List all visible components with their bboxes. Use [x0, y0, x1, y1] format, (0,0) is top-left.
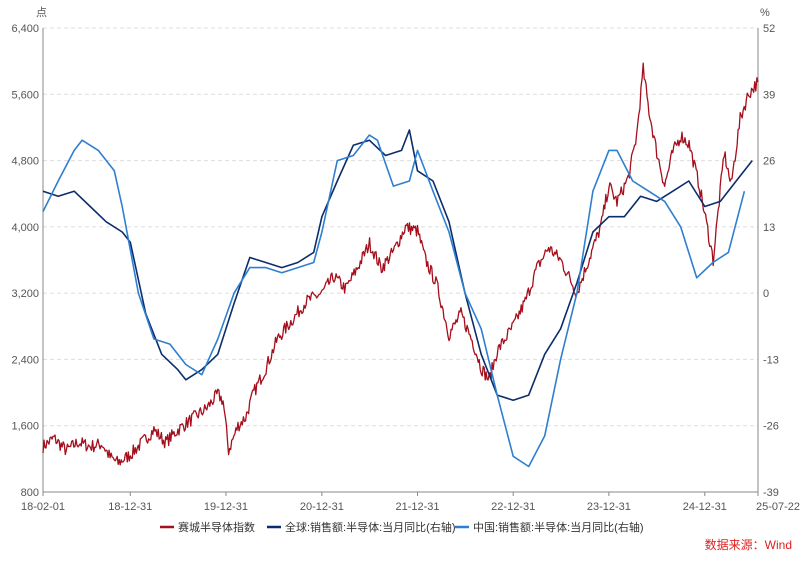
left-tick-label: 1,600: [11, 421, 39, 433]
left-tick-label: 5,600: [11, 89, 39, 101]
x-tick-label: 24-12-31: [683, 501, 727, 513]
right-tick-label: -13: [763, 354, 779, 366]
legend-label: 赛城半导体指数: [178, 520, 255, 534]
left-tick-label: 4,000: [11, 222, 39, 234]
legend: 赛城半导体指数 全球:销售额:半导体:当月同比(右轴) 中国:销售额:半导体:当月同…: [160, 520, 644, 534]
x-tick-label: 18-12-31: [108, 501, 152, 513]
left-tick-label: 800: [21, 487, 39, 499]
legend-label: 全球:销售额:半导体:当月同比(右轴): [285, 520, 456, 534]
source-note: 数据来源：Wind: [705, 537, 792, 552]
series-line-1: [42, 129, 753, 401]
axis-layer: 800 1,600 2,400 3,200 4,000 4,800 5,600 6,400 -3…: [11, 23, 800, 513]
x-tick-label: 21-12-31: [396, 501, 440, 513]
x-tick-label: 18-02-01: [21, 501, 65, 513]
x-tick-label: 25-07-22: [756, 501, 800, 513]
left-tick-label: 2,400: [11, 354, 39, 366]
left-tick-label: 6,400: [11, 23, 39, 35]
series-line-0: [42, 62, 759, 466]
right-tick-label: 39: [763, 89, 775, 101]
right-tick-label: -26: [763, 421, 779, 433]
right-tick-label: 26: [763, 156, 775, 168]
left-axis-unit: 点: [36, 6, 47, 19]
left-tick-label: 4,800: [11, 156, 39, 168]
x-tick-label: 19-12-31: [204, 501, 248, 513]
left-tick-label: 3,200: [11, 288, 39, 300]
x-tick-label: 20-12-31: [300, 501, 344, 513]
right-axis-unit: %: [760, 7, 770, 19]
right-tick-label: 52: [763, 23, 775, 35]
right-tick-label: 13: [763, 222, 775, 234]
x-tick-label: 23-12-31: [587, 501, 631, 513]
right-tick-label: -39: [763, 487, 779, 499]
series-layer: [42, 62, 759, 468]
x-tick-label: 22-12-31: [491, 501, 535, 513]
series-line-2: [42, 134, 746, 468]
legend-label: 中国:销售额:半导体:当月同比(右轴): [473, 520, 644, 534]
right-tick-label: 0: [763, 288, 769, 300]
grid-layer: [43, 27, 758, 427]
